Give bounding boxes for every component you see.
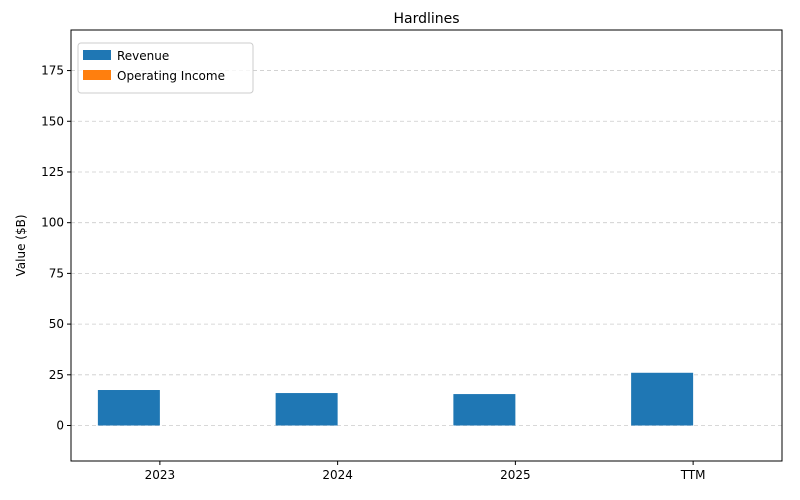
x-tick-label: 2023 <box>145 468 176 482</box>
legend: Revenue Operating Income <box>77 42 254 94</box>
y-tick-label: 150 <box>41 114 64 128</box>
y-tick-label: 25 <box>49 368 64 382</box>
x-tick-label: 2025 <box>500 468 531 482</box>
legend-label: Operating Income <box>117 69 225 83</box>
bar-revenue <box>453 394 516 426</box>
y-tick-label: 0 <box>56 419 64 433</box>
legend-box <box>77 42 254 94</box>
y-tick-label: 100 <box>41 216 64 230</box>
y-tick-label: 175 <box>41 64 64 78</box>
bars <box>97 372 694 426</box>
legend-label: Revenue <box>117 49 169 63</box>
x-axis-ticks: 2023 2024 2025 TTM <box>145 461 706 482</box>
chart-title: Hardlines <box>393 11 459 27</box>
legend-swatch <box>83 50 111 60</box>
y-axis-ticks: 0 25 50 75 100 125 150 175 <box>41 64 71 433</box>
grid-lines <box>71 70 782 426</box>
bar-revenue <box>275 393 338 426</box>
x-tick-label: TTM <box>680 468 706 482</box>
y-tick-label: 125 <box>41 165 64 179</box>
y-axis-title: Value ($B) <box>14 215 28 277</box>
x-tick-label: 2024 <box>322 468 353 482</box>
axes-frame <box>70 29 783 462</box>
bar-revenue <box>97 390 160 426</box>
bar-revenue <box>631 372 694 426</box>
y-tick-label: 50 <box>49 317 64 331</box>
legend-swatch <box>83 70 111 80</box>
y-tick-label: 75 <box>49 266 64 280</box>
